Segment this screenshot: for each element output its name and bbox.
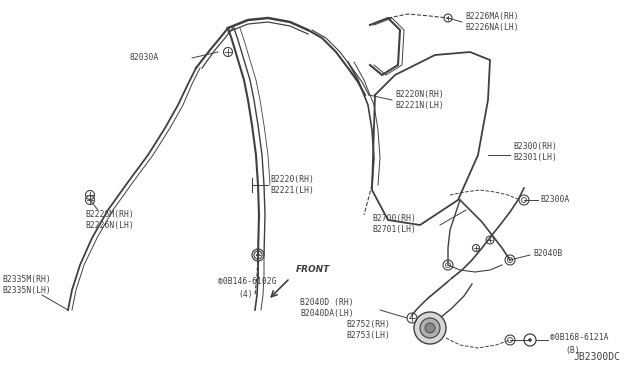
Text: B2220(RH)
B2221(LH): B2220(RH) B2221(LH) <box>270 175 314 195</box>
Text: B2300(RH)
B2301(LH): B2300(RH) B2301(LH) <box>513 142 557 162</box>
Circle shape <box>420 318 440 338</box>
Text: B2220N(RH)
B2221N(LH): B2220N(RH) B2221N(LH) <box>395 90 444 110</box>
Text: 82030A: 82030A <box>130 52 159 61</box>
Text: B2752(RH)
B2753(LH): B2752(RH) B2753(LH) <box>346 320 390 340</box>
Text: B2700(RH)
B2701(LH): B2700(RH) B2701(LH) <box>372 214 416 234</box>
Text: (4): (4) <box>238 291 253 299</box>
Text: FRONT: FRONT <box>296 266 330 275</box>
Text: B2040B: B2040B <box>533 248 563 257</box>
Text: B2226M(RH)
B2226N(LH): B2226M(RH) B2226N(LH) <box>85 210 134 230</box>
Text: B2040D (RH)
B2040DA(LH): B2040D (RH) B2040DA(LH) <box>300 298 354 318</box>
Text: B2300A: B2300A <box>540 196 569 205</box>
Circle shape <box>414 312 446 344</box>
Text: ®0B146-6102G: ®0B146-6102G <box>218 278 276 286</box>
Text: B2335M(RH)
B2335N(LH): B2335M(RH) B2335N(LH) <box>2 275 51 295</box>
Circle shape <box>529 339 531 341</box>
Circle shape <box>425 323 435 333</box>
Circle shape <box>257 253 259 257</box>
Text: (B): (B) <box>565 346 580 355</box>
Text: ®0B168-6121A: ®0B168-6121A <box>550 333 609 341</box>
Text: JB2300DC: JB2300DC <box>573 352 620 362</box>
Text: B2226MA(RH)
B2226NA(LH): B2226MA(RH) B2226NA(LH) <box>465 12 518 32</box>
